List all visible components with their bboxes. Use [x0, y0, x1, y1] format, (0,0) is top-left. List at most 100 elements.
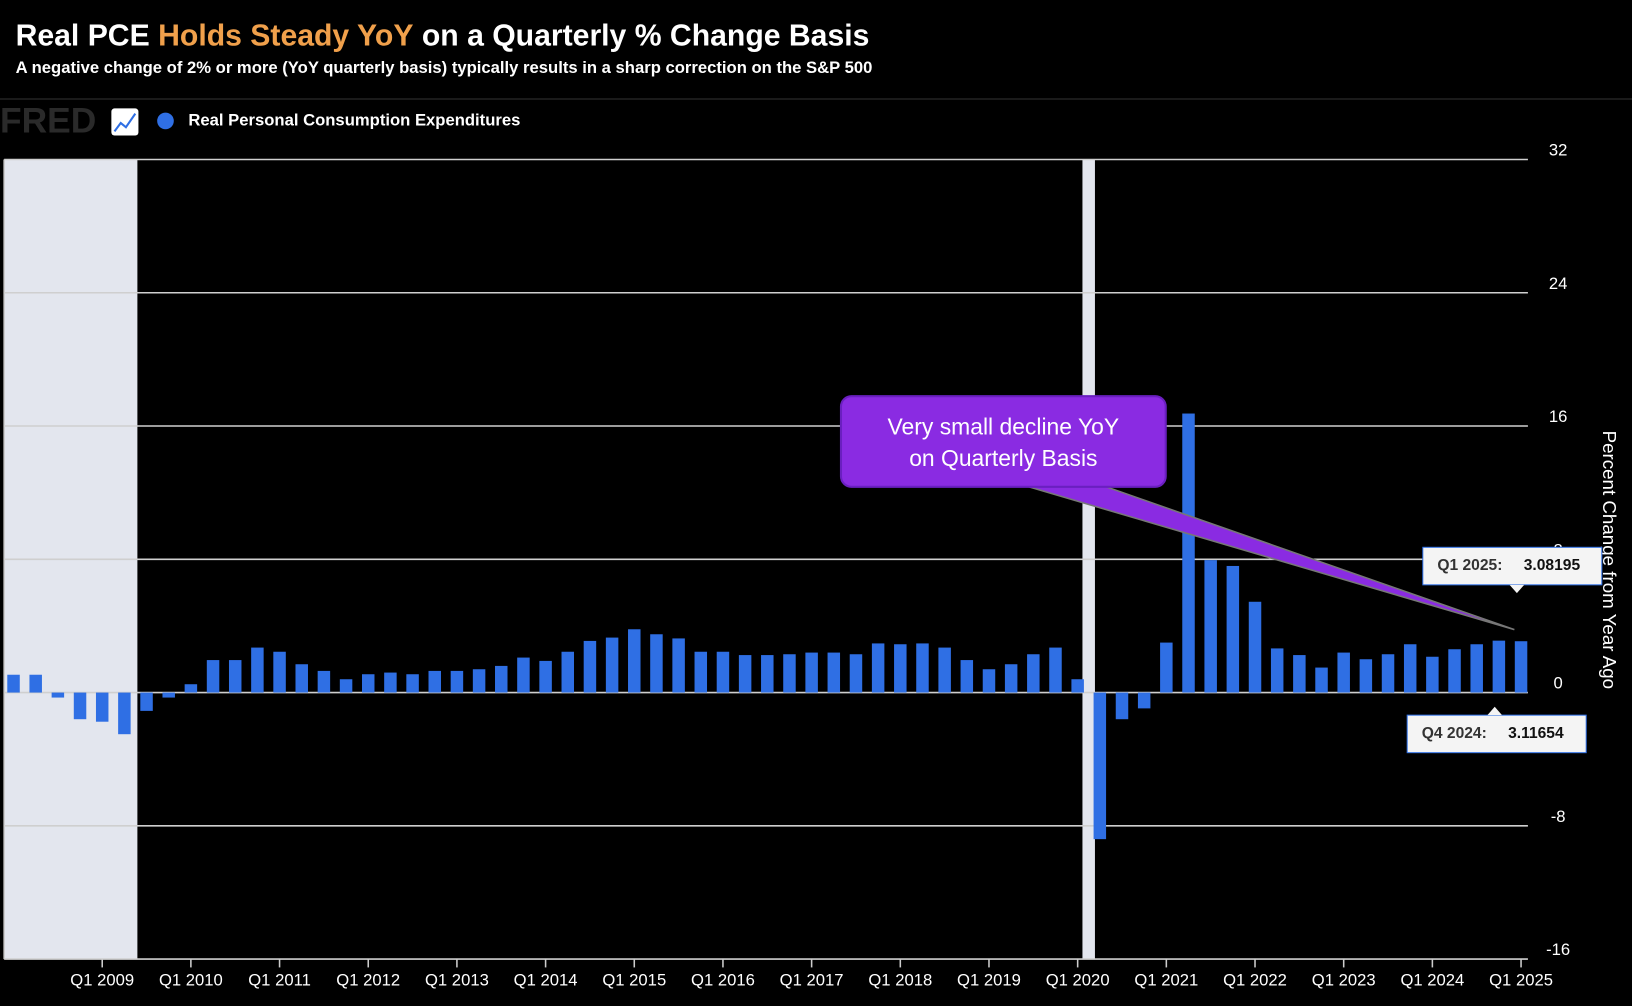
bar [7, 674, 20, 693]
x-tick-label: Q1 2013 [425, 970, 489, 989]
bar [273, 651, 286, 693]
title-lead: Real PCE [16, 19, 150, 52]
tooltip-label: Q1 2025: [1437, 557, 1502, 574]
bar [916, 643, 929, 693]
x-tick-label: Q1 2025 [1489, 970, 1553, 989]
title-highlight: Holds Steady YoY [158, 19, 413, 52]
bar [472, 669, 486, 693]
bar [1071, 679, 1084, 693]
y-tick-label: -8 [1551, 807, 1566, 826]
bar [1248, 601, 1262, 693]
bar [871, 643, 885, 693]
bar [1137, 692, 1151, 709]
bar [162, 692, 175, 698]
y-axis-label: Percent Change from Year Ago [1599, 431, 1620, 690]
bar [384, 672, 397, 693]
bar [849, 654, 863, 693]
bar [1093, 692, 1107, 840]
x-tick-label: Q1 2024 [1400, 970, 1464, 989]
bar [295, 664, 308, 693]
bar [1381, 654, 1395, 693]
bar [51, 692, 65, 698]
bar [1226, 565, 1240, 693]
bar [1426, 656, 1439, 693]
title-rest: on a Quarterly % Change Basis [422, 19, 870, 52]
bar [982, 669, 996, 693]
bar [317, 670, 331, 693]
bar [827, 652, 841, 693]
legend-label: Real Personal Consumption Expenditures [188, 110, 520, 129]
tooltip: Q4 2024: 3.11654 [1406, 706, 1587, 754]
y-tick-label: 24 [1549, 274, 1568, 293]
bar [1115, 692, 1129, 720]
bar [694, 651, 708, 693]
x-tick-label: Q1 2015 [602, 970, 666, 989]
bar [561, 651, 575, 693]
tooltip: Q1 2025: 3.08195 [1422, 546, 1603, 594]
bar [517, 657, 530, 693]
bar [140, 692, 153, 711]
bar [894, 644, 907, 693]
bar [716, 651, 730, 693]
x-tick-label: Q1 2019 [957, 970, 1021, 989]
bar [583, 640, 597, 693]
x-tick-label: Q1 2010 [159, 970, 223, 989]
bar [1337, 652, 1350, 693]
bar [1470, 644, 1483, 693]
annotation-line: on Quarterly Basis [909, 445, 1097, 471]
x-tick-label: Q1 2012 [336, 970, 400, 989]
bar [1448, 649, 1461, 693]
bar [628, 629, 641, 693]
y-tick-label: 16 [1549, 407, 1568, 426]
annotation-line: Very small decline YoY [888, 413, 1120, 439]
y-tick-label: 32 [1549, 141, 1568, 160]
bar [1359, 659, 1373, 693]
bar [339, 679, 353, 693]
chart-subtitle: A negative change of 2% or more (YoY qua… [16, 58, 873, 77]
bar [428, 670, 441, 693]
bar [228, 660, 242, 693]
bar [184, 684, 198, 693]
bar [539, 660, 552, 693]
annotation-box [839, 395, 1167, 488]
bar [805, 652, 818, 693]
bar [29, 674, 42, 693]
y-tick-label: -16 [1546, 940, 1570, 959]
x-tick-label: Q1 2023 [1312, 970, 1376, 989]
bar [1004, 664, 1018, 693]
x-tick-label: Q1 2009 [70, 970, 134, 989]
bar [1492, 640, 1506, 693]
bar [1293, 655, 1306, 693]
bar [1182, 413, 1195, 693]
tooltip-value: 3.08195 [1524, 557, 1581, 574]
bar [783, 654, 796, 693]
legend-marker [157, 112, 174, 130]
bar [450, 670, 464, 693]
bar [761, 655, 774, 693]
bar [960, 660, 974, 693]
x-tick-label: Q1 2022 [1223, 970, 1287, 989]
bar [738, 655, 752, 693]
x-tick-label: Q1 2018 [868, 970, 932, 989]
bar [1315, 667, 1328, 693]
tooltip-arrow [1509, 584, 1525, 594]
bar [605, 637, 619, 693]
chart-title: Real PCE Holds Steady YoY on a Quarterly… [16, 19, 870, 52]
bar [1204, 560, 1217, 693]
bar [118, 692, 131, 735]
tooltip-value: 3.11654 [1508, 725, 1564, 742]
bar [672, 638, 685, 693]
fred-icon [111, 108, 139, 136]
bar [1049, 647, 1062, 693]
x-tick-label: Q1 2017 [780, 970, 844, 989]
bar [95, 692, 109, 722]
bar [495, 665, 508, 693]
bar [1403, 644, 1417, 693]
bar [1027, 654, 1040, 693]
tooltip-label: Q4 2024: [1422, 725, 1487, 742]
bar [650, 634, 663, 693]
bar [406, 674, 419, 693]
